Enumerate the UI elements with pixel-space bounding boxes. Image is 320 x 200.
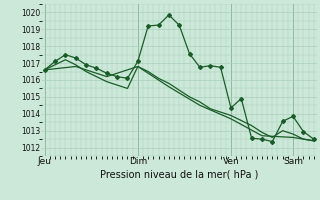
X-axis label: Pression niveau de la mer( hPa ): Pression niveau de la mer( hPa ) xyxy=(100,169,258,179)
